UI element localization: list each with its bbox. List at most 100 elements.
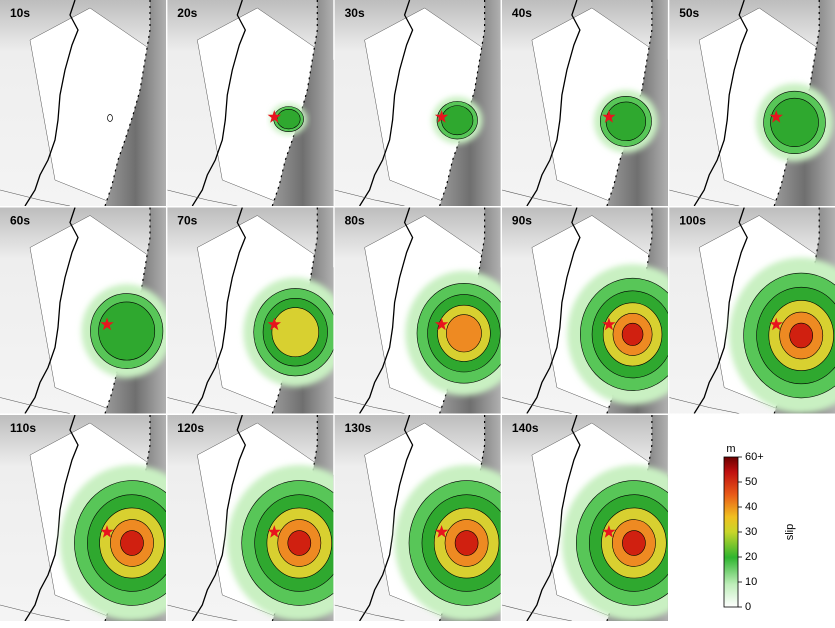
panel-label: 130s	[345, 421, 372, 435]
epicenter-star	[434, 525, 449, 538]
panel-label: 90s	[512, 214, 532, 228]
coastline	[359, 415, 414, 621]
coast-bottom	[0, 604, 71, 621]
epicenter-star	[434, 110, 449, 123]
coastline	[526, 415, 581, 621]
colorbar-label: slip	[784, 524, 796, 541]
epicenter-star	[267, 317, 281, 331]
slip-contour	[107, 114, 113, 122]
slip-contour	[770, 97, 819, 147]
coastline	[359, 207, 414, 414]
coastline	[191, 415, 247, 621]
coast-bottom	[334, 604, 405, 621]
coastline	[693, 0, 748, 206]
slip-contour	[454, 530, 479, 556]
map-panel: 30s	[334, 0, 501, 206]
map-panel: 60s	[0, 207, 166, 414]
coastline	[526, 207, 581, 414]
panel-label: 40s	[512, 6, 532, 20]
epicenter-star	[100, 317, 114, 331]
coast-bottom	[0, 189, 71, 206]
panel-label: 50s	[679, 6, 699, 20]
coast-bottom	[501, 604, 572, 621]
coastline	[693, 207, 748, 414]
map-panel: 50s	[669, 0, 835, 206]
colorbar-tick-label: 10	[745, 576, 757, 588]
land	[439, 0, 501, 206]
coast-bottom	[501, 397, 572, 414]
colorbar-tick-label: 60+	[745, 451, 764, 463]
epicenter-star	[769, 110, 783, 123]
trench	[606, 0, 653, 206]
panel-label: 20s	[177, 6, 197, 20]
slip-contour	[441, 105, 474, 136]
slip-contour	[789, 322, 814, 349]
colorbar	[723, 456, 739, 608]
panel-label: 10s	[10, 6, 30, 20]
slip-contour	[621, 322, 644, 346]
map-panel: 130s	[334, 415, 501, 621]
panel-label: 100s	[679, 214, 706, 228]
coast-bottom	[167, 604, 238, 621]
coastline	[24, 0, 79, 206]
colorbar-tick-label: 40	[745, 501, 757, 513]
coast-bottom	[0, 397, 71, 414]
epicenter-star	[602, 525, 616, 538]
slip-contour	[622, 530, 646, 556]
slip-contour	[446, 314, 482, 353]
epicenter-star	[769, 317, 783, 331]
coastline	[359, 0, 414, 206]
coastline	[191, 0, 247, 206]
map-panel: 100s	[669, 207, 835, 414]
coastline	[526, 0, 581, 206]
slip-contour	[287, 530, 312, 556]
land	[105, 0, 166, 206]
coast-bottom	[669, 189, 740, 206]
slip-contour	[276, 109, 301, 130]
coastline	[24, 207, 79, 414]
trench	[271, 0, 318, 206]
coast-bottom	[501, 189, 572, 206]
map-panel: 110s	[0, 415, 166, 621]
epicenter-star	[100, 525, 114, 538]
slip-contour	[271, 307, 320, 358]
map-panel: 20s	[167, 0, 334, 206]
colorbar-tick-label: 0	[745, 601, 751, 613]
colorbar-tick-label: 30	[745, 526, 757, 538]
panel-label: 120s	[177, 421, 204, 435]
coast-bottom	[167, 189, 238, 206]
coastline	[191, 207, 247, 414]
epicenter-star	[434, 317, 449, 331]
epicenter-star	[267, 525, 281, 538]
panel-label: 110s	[10, 421, 36, 435]
slip-contour	[120, 530, 144, 556]
epicenter-star	[602, 110, 616, 123]
colorbar-tick-label: 20	[745, 551, 757, 563]
panel-label: 140s	[512, 421, 539, 435]
map-panel: 70s	[167, 207, 334, 414]
trench	[773, 0, 820, 206]
colorbar-tick-label: 50	[745, 476, 757, 488]
map-panel: 40s	[501, 0, 668, 206]
map-panel: 140s	[501, 415, 668, 621]
map-panel: 90s	[501, 207, 668, 414]
coast-bottom	[334, 189, 405, 206]
map-panel: 120s	[167, 415, 334, 621]
epicenter-star	[267, 110, 281, 123]
coast-bottom	[334, 397, 405, 414]
trench	[104, 207, 151, 414]
land	[272, 0, 334, 206]
panel-label: 30s	[345, 6, 365, 20]
trench	[439, 0, 486, 206]
coast-bottom	[669, 397, 740, 414]
coastline	[24, 415, 79, 621]
slip-contour	[98, 301, 156, 361]
land	[606, 0, 668, 206]
panel-label: 60s	[10, 214, 30, 228]
map-panel: 80s	[334, 207, 501, 414]
trench	[104, 0, 151, 206]
epicenter-star	[602, 317, 616, 331]
map-panel: 10s	[0, 0, 166, 206]
panel-label: 70s	[177, 214, 197, 228]
